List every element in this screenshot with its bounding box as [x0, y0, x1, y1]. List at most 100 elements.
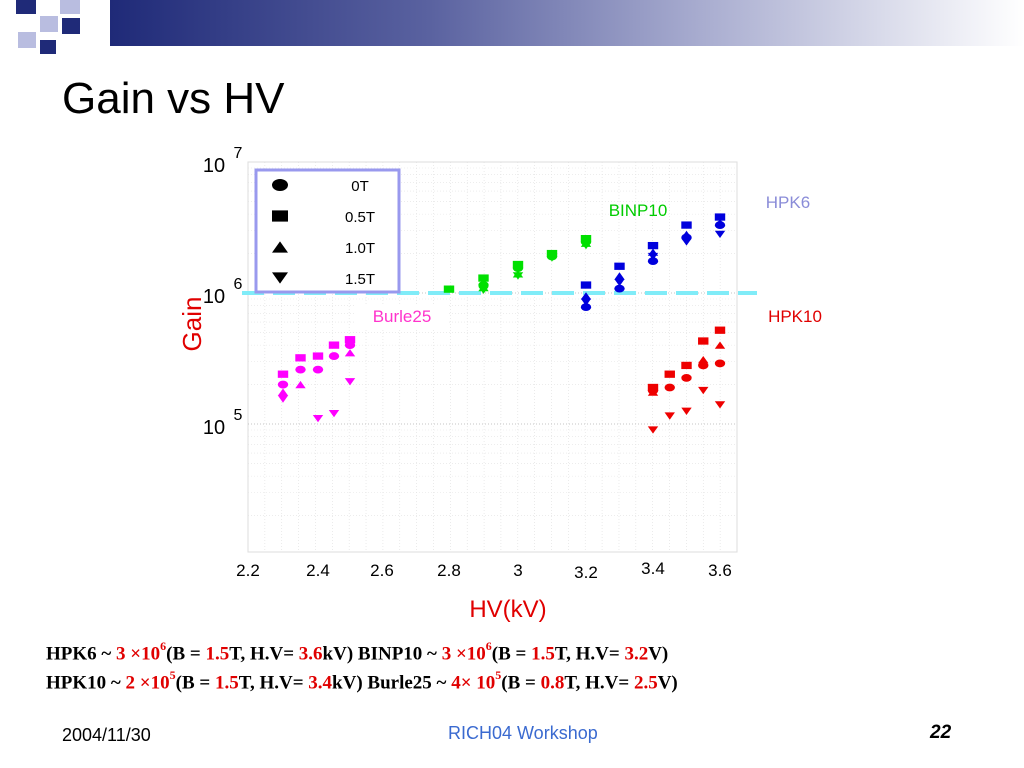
data-point [344, 378, 356, 386]
summary-value: 2.5 [633, 672, 658, 694]
deco-square [16, 0, 36, 14]
summary-value: 4× 10 [451, 672, 496, 694]
data-point [312, 352, 324, 360]
x-tick-label: 2.8 [437, 561, 461, 580]
data-point [580, 241, 592, 250]
data-point [443, 285, 455, 293]
legend-label: 0T [351, 178, 369, 195]
legend-marker-1-0t [272, 241, 288, 253]
legend-marker-0-5t [272, 210, 288, 222]
data-point [580, 281, 592, 289]
data-point [295, 365, 306, 374]
data-point [614, 262, 625, 270]
data-point [295, 354, 306, 362]
x-tick-label: 3.6 [708, 561, 732, 580]
data-point [681, 361, 692, 370]
summary-value: 1.5 [214, 672, 239, 694]
y-tick-label: 10 [203, 155, 225, 177]
summary-text: kV) Burle25 ~ [332, 672, 452, 694]
deco-square [18, 32, 36, 48]
data-point [512, 272, 524, 280]
y-tick-label: 10 [203, 286, 225, 308]
summary-text: (B = [491, 643, 532, 665]
summary-value: 0.8 [540, 672, 565, 694]
deco-square [62, 18, 80, 34]
data-point [546, 254, 558, 262]
data-point [714, 401, 726, 409]
data-point [647, 241, 659, 250]
data-point [698, 355, 709, 364]
summary-value: 1.5 [531, 643, 555, 665]
summary-exponent: 5 [169, 668, 176, 682]
summary-exponent: 6 [485, 639, 492, 653]
data-point [277, 370, 289, 378]
summary-text: (B = [166, 643, 206, 665]
deco-square [60, 0, 80, 14]
deco-square [40, 16, 58, 32]
summary-text: HPK10 ~ [46, 672, 126, 694]
y-tick-exponent: 6 [234, 276, 243, 293]
y-tick-exponent: 5 [234, 407, 243, 424]
deco-square [40, 40, 56, 54]
summary-text: (B = [501, 672, 541, 694]
y-tick-label: 10 [203, 417, 225, 439]
series-label-bg [356, 304, 448, 328]
data-point [328, 409, 340, 418]
data-point [312, 365, 324, 374]
legend-label: 1.0T [345, 240, 375, 257]
data-point [714, 326, 726, 334]
legend-marker-0t [272, 179, 288, 191]
summary-value: 1.5 [205, 643, 230, 665]
data-point [295, 380, 306, 389]
series-label-hpk6: HPK6 [766, 193, 810, 212]
x-tick-label: 3.4 [641, 559, 665, 578]
legend-label: 0.5T [345, 209, 375, 226]
legend-marker-1-5t [272, 272, 288, 284]
x-tick-label: 3 [513, 561, 522, 580]
x-tick-label: 2.4 [306, 561, 330, 580]
data-point [714, 213, 726, 221]
data-point [664, 412, 675, 420]
summary-value: 2 ×10 [125, 672, 170, 694]
summary-text: V) [657, 672, 678, 694]
x-tick-label: 2.6 [370, 561, 394, 580]
summary-text: T, H.V= [238, 672, 309, 694]
summary-text: kV) BINP10 ~ [322, 643, 442, 665]
slide-title: Gain vs HV [62, 74, 285, 123]
data-point [681, 221, 692, 229]
summary-value: 3.6 [298, 643, 323, 665]
data-point [664, 370, 675, 378]
header-gradient-bar [110, 0, 1024, 46]
data-point [714, 221, 726, 229]
data-point [344, 336, 356, 344]
data-point [664, 383, 675, 392]
x-tick-label: 2.2 [236, 561, 260, 580]
data-point [580, 303, 592, 312]
data-point [714, 341, 726, 349]
data-point [478, 274, 489, 282]
data-point [647, 252, 659, 261]
y-axis-label: Gain [177, 297, 207, 352]
gain-vs-hv-chart: 2.2 2.4 2.6 2.8 3 3.2 3.4 3.6 10 7 10 6 10 5 HV(kV) Gai… [177, 145, 822, 623]
legend-label: 1.5T [345, 271, 375, 288]
data-point [512, 264, 524, 272]
data-point [647, 388, 659, 396]
data-point [344, 341, 356, 350]
data-point [714, 230, 726, 239]
summary-text: T, H.V= [229, 643, 299, 665]
x-axis-label: HV(kV) [469, 596, 546, 623]
summary-value: 3 ×10 [441, 643, 486, 665]
data-point [344, 349, 356, 357]
data-point [580, 292, 592, 300]
legend-box [254, 168, 401, 294]
data-point [681, 373, 692, 382]
data-point [328, 341, 340, 349]
data-point [328, 352, 340, 360]
footer-event: RICH04 Workshop [448, 723, 598, 743]
data-point [614, 284, 625, 293]
summary-exponent: 6 [160, 639, 167, 653]
data-point [478, 286, 489, 294]
series-label-binp10: BINP10 [609, 201, 668, 220]
data-point [698, 337, 709, 345]
summary-text: V) [648, 643, 669, 665]
